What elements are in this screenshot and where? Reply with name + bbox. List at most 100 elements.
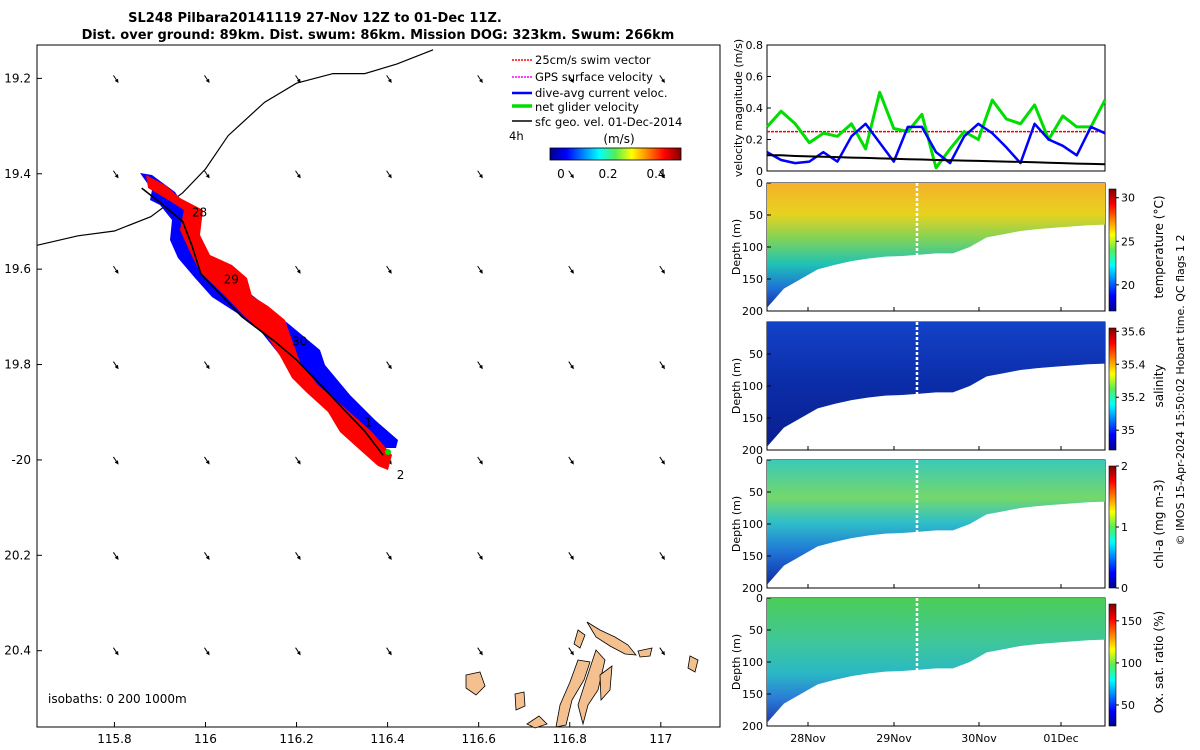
section-xtick-label: 30Nov [961,732,997,745]
surface-current-arrows [112,75,665,656]
surface-current-arrow [568,75,574,84]
colorbar-tick-label: 25 [1121,235,1135,248]
section-ytick-label: 100 [742,380,763,393]
surface-current-arrow [568,552,574,560]
map-ytick-label: 20.4 [4,644,31,658]
surface-current-arrow [204,647,210,656]
surface-current-arrow [477,456,483,465]
section-ylabel: Depth (m) [730,496,743,552]
colorbar-tick-1: 0.2 [598,167,617,181]
island-main [555,659,591,728]
credit-text: © IMOS 15-Apr-2024 15:50:02 Hobart time.… [1174,235,1187,546]
map-ytick-label: 19.8 [4,358,31,372]
section-field [767,460,1105,585]
day-label: 1 [365,416,373,430]
velocity-ytick-label: 0.4 [746,102,764,115]
velocity-series-line [766,122,1106,165]
section-ytick-label: 150 [742,550,763,563]
island-east-small [599,665,613,701]
map-x-ticks: 115.8 116 116.2 116.4 116.6 116.8 117 [97,722,672,746]
surface-current-arrow [659,170,665,179]
colorbar-tick-label: 50 [1121,699,1135,712]
surface-current-arrow [477,647,483,656]
velocity-y-ticks: 0 0.2 0.4 0.6 0.8 [746,39,771,178]
map-ytick-label: 19.2 [4,71,31,85]
surface-current-arrow [295,456,301,465]
surface-current-arrow [659,75,665,84]
velocity-ylabel: velocity magnitude (m/s) [732,39,745,177]
surface-current-arrow [295,552,301,560]
surface-current-arrow [112,170,119,179]
surface-current-arrow [112,456,119,465]
isobath-label: isobaths: 0 200 1000m [48,692,187,706]
title-line-2: Dist. over ground: 89km. Dist. swum: 86k… [82,28,675,43]
map-legend: 25cm/s swim vector GPS surface velocity … [509,53,682,181]
section-panel-temperature: 0 50 100 150 200 Depth (m) 20 25 30 temperature (… [730,177,1166,318]
day-label: 28 [192,206,207,220]
title-line-1: SL248 Pilbara20141119 27-Nov 12Z to 01-D… [128,11,502,26]
surface-current-arrow [386,647,392,656]
map-ytick-label: 19.6 [4,262,31,276]
island-west [465,671,486,696]
section-ytick-label: 0 [756,177,763,190]
map-xtick-label: 116 [194,732,217,746]
velocity-series [765,90,1107,170]
map-ytick-label: 19.4 [4,167,31,181]
velocity-series-line [767,154,1106,166]
surface-current-arrow [477,75,483,84]
surface-current-arrow [568,361,574,370]
legend-label-swim: 25cm/s swim vector [535,53,651,67]
time-marker-label: 4h [509,129,524,143]
surface-current-arrow [204,170,210,179]
section-ytick-label: 50 [749,624,763,637]
day-label: 2 [397,468,405,482]
section-ytick-label: 50 [749,209,763,222]
surface-current-arrow [659,647,665,656]
map-colorbar [549,147,682,161]
velocity-ytick-label: 0 [756,165,763,178]
section-colorbar-label: salinity [1152,364,1166,407]
glider-position-marker [385,449,391,455]
surface-current-arrow [386,361,392,370]
section-ytick-label: 100 [742,241,763,254]
island-far-east [687,655,699,673]
map-xtick-label: 116.4 [370,732,404,746]
section-ylabel: Depth (m) [730,219,743,275]
surface-current-arrow [204,552,210,560]
surface-current-arrow [568,456,574,465]
island-small-1 [573,629,586,649]
section-panel-salinity: 50 100 150 200 Depth (m) 35 35.2 35.4 35.6 salini… [730,321,1166,457]
surface-current-arrow [112,361,119,370]
surface-current-arrow [112,647,119,656]
section-ytick-label: 100 [742,518,763,531]
surface-current-arrow [386,75,392,84]
section-ytick-label: 0 [756,454,763,467]
island-northeast [637,647,653,658]
section-colorbar [1108,465,1117,589]
colorbar-tick-label: 35.4 [1121,358,1146,371]
surface-current-arrow [295,265,301,274]
colorbar-tick-label: 0 [1121,582,1128,595]
islands [465,621,699,729]
legend-label-dive-avg: dive-avg current veloc. [535,86,668,100]
section-panel-chlorophyll: 0 50 100 150 200 Depth (m) 0 1 2 chl-a (mg m-3) [730,454,1166,595]
section-ytick-label: 150 [742,273,763,286]
section-colorbar [1108,188,1117,312]
section-field [767,183,1105,308]
surface-current-arrow [386,265,392,274]
surface-current-arrow [204,75,210,84]
section-ytick-label: 200 [742,582,763,595]
map-content: 28 29 30 1 2 [36,49,699,729]
island-east [577,649,606,726]
surface-current-arrow [477,361,483,370]
surface-current-arrow [659,456,665,465]
colorbar-tick-label: 35.6 [1121,325,1146,338]
day-label: 30 [292,334,307,348]
coastline-line [36,49,434,246]
section-colorbar-label: temperature (°C) [1152,196,1166,299]
section-field [767,598,1105,723]
day-labels: 28 29 30 1 2 [192,206,405,482]
surface-current-arrow [295,647,301,656]
